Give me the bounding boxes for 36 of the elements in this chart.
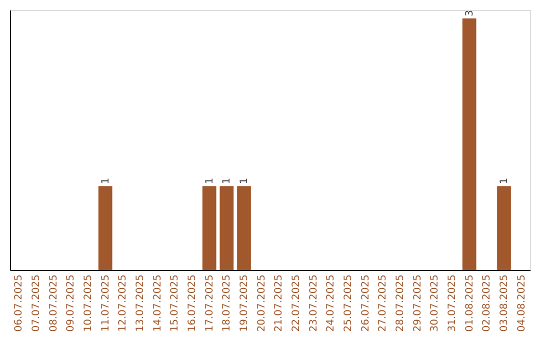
data-label: 3: [464, 10, 476, 16]
x-tick-label: 23.07.2025: [308, 274, 320, 332]
x-tick-label: 25.07.2025: [343, 274, 354, 332]
data-label: 1: [239, 178, 250, 184]
x-tick-label: 27.07.2025: [378, 274, 389, 332]
x-tick-label: 20.07.2025: [256, 274, 268, 332]
x-tick-label: 16.07.2025: [187, 274, 198, 332]
x-tick-label: 03.08.2025: [499, 274, 510, 332]
data-label: 1: [100, 178, 112, 184]
x-tick-label: 08.07.2025: [48, 274, 60, 332]
x-tick-label: 21.07.2025: [274, 274, 285, 332]
x-tick-label: 18.07.2025: [222, 274, 233, 332]
x-tick-label: 13.07.2025: [135, 274, 146, 332]
x-tick-label: 29.07.2025: [412, 274, 424, 332]
x-tick-label: 31.07.2025: [447, 274, 458, 332]
x-tick-label: 02.08.2025: [482, 274, 493, 332]
data-label: 1: [222, 178, 233, 184]
x-tick-label: 15.07.2025: [170, 274, 181, 332]
x-tick-label: 06.07.2025: [14, 274, 25, 332]
x-tick-label: 26.07.2025: [360, 274, 372, 332]
x-tick-label: 22.07.2025: [291, 274, 302, 332]
x-tick-label: 09.07.2025: [66, 274, 77, 332]
x-tick-label: 14.07.2025: [152, 274, 164, 332]
data-label: 1: [204, 178, 216, 184]
x-tick-label: 10.07.2025: [83, 274, 94, 332]
x-tick-label: 07.07.2025: [31, 274, 42, 332]
x-tick-label: 19.07.2025: [239, 274, 250, 332]
data-label: 1: [499, 178, 510, 184]
x-tick-label: 17.07.2025: [204, 274, 216, 332]
x-tick-label: 30.07.2025: [430, 274, 441, 332]
x-tick-label: 11.07.2025: [100, 274, 112, 332]
x-tick-label: 28.07.2025: [395, 274, 406, 332]
x-tick-label: 01.08.2025: [464, 274, 476, 332]
x-tick-label: 12.07.2025: [118, 274, 129, 332]
x-tick-label: 24.07.2025: [326, 274, 337, 332]
x-tick-label: 04.08.2025: [516, 274, 528, 332]
